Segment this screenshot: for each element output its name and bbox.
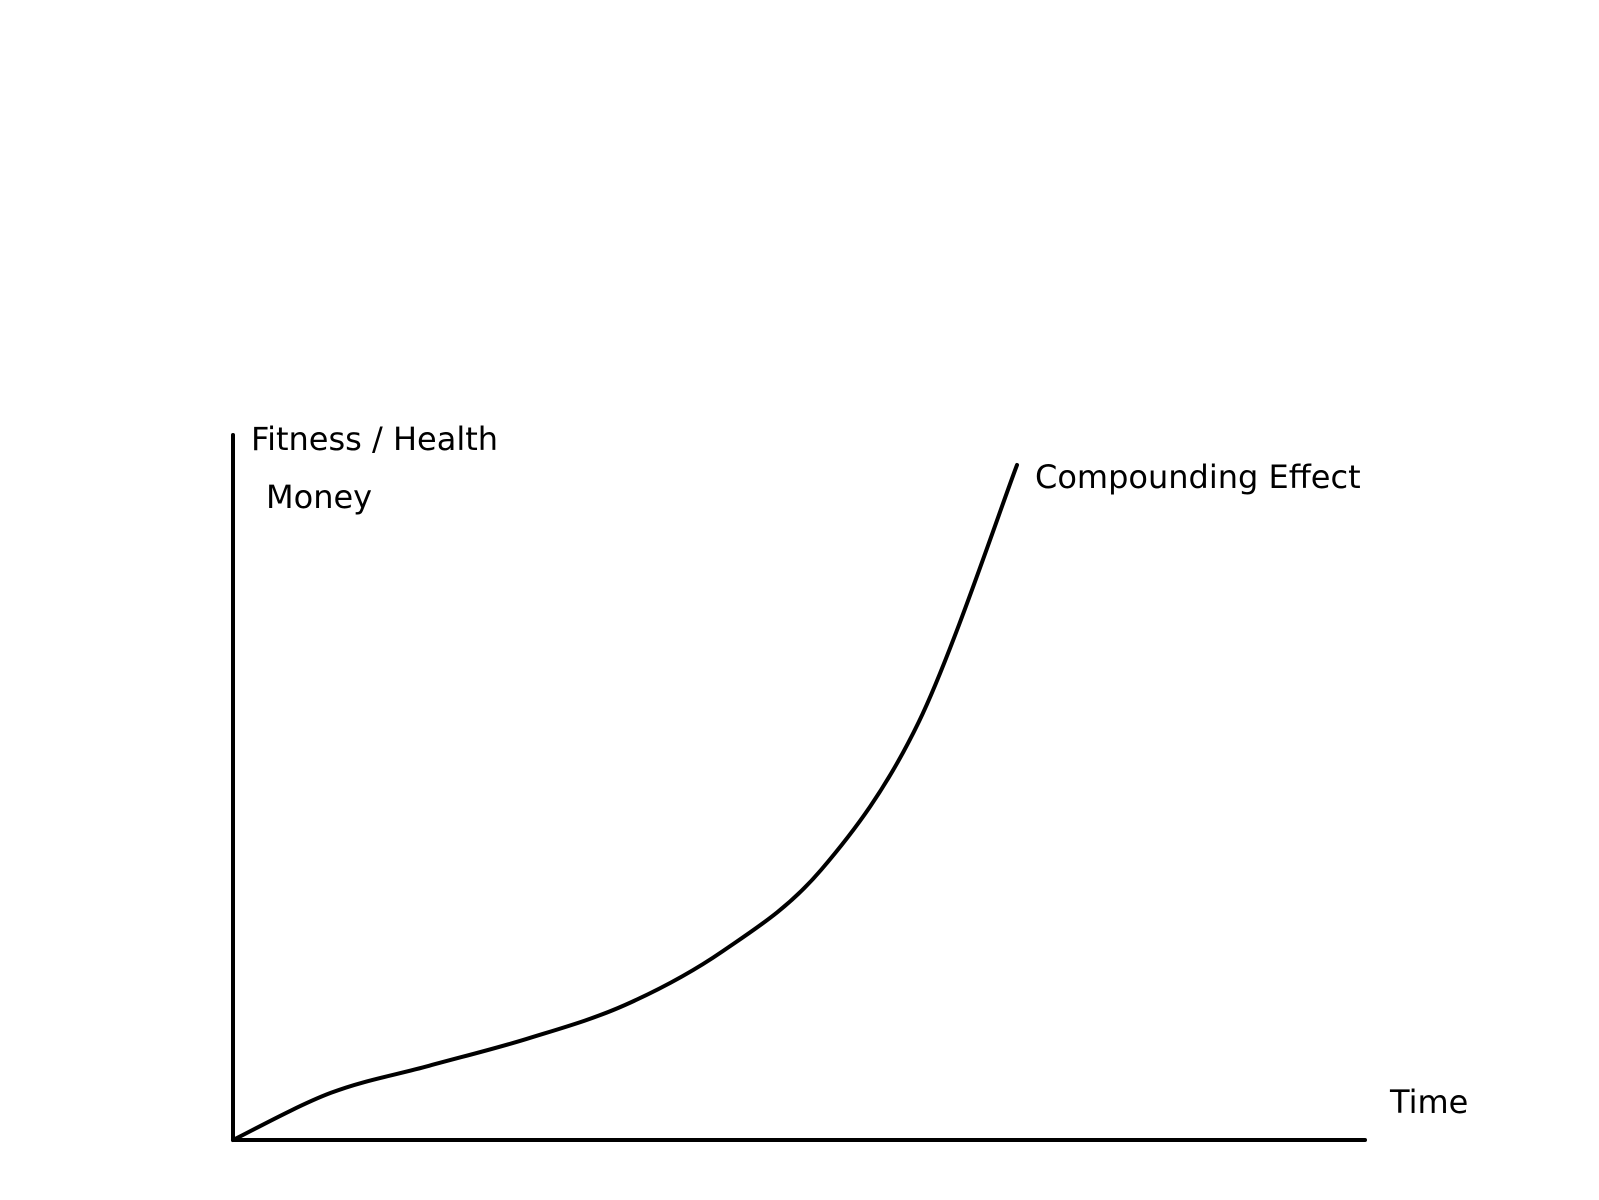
curve-label: Compounding Effect (1035, 458, 1361, 496)
x-axis-label-time: Time (1389, 1083, 1468, 1121)
y-axis-label-fitness-health: Fitness / Health (251, 420, 498, 458)
y-axis-label-money: Money (266, 478, 372, 516)
series-line-compounding-effect (231, 463, 1019, 1142)
